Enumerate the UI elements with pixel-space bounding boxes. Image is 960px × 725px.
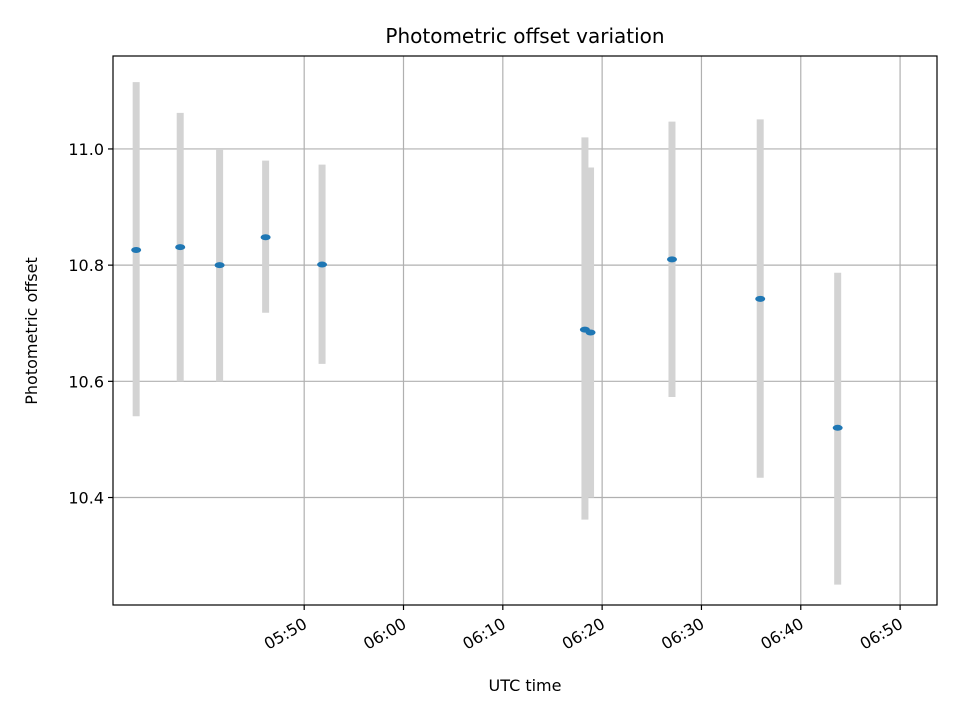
- y-tick-label: 10.6: [68, 372, 104, 391]
- y-tick-label: 10.4: [68, 489, 104, 508]
- data-point: [175, 244, 186, 251]
- x-axis-label: UTC time: [489, 676, 562, 695]
- data-point: [666, 256, 677, 263]
- data-point: [131, 247, 142, 254]
- data-point: [585, 329, 596, 336]
- y-axis-label: Photometric offset: [22, 257, 41, 405]
- chart-title: Photometric offset variation: [385, 24, 664, 48]
- data-point: [317, 261, 328, 268]
- grid: [113, 56, 937, 605]
- data-points: [131, 234, 843, 431]
- y-tick-label: 11.0: [68, 140, 104, 159]
- data-point: [755, 295, 766, 302]
- data-point: [832, 424, 843, 431]
- data-point: [260, 234, 271, 241]
- data-point: [214, 262, 225, 269]
- plot-frame: [112, 55, 938, 606]
- y-tick-label: 10.8: [68, 256, 104, 275]
